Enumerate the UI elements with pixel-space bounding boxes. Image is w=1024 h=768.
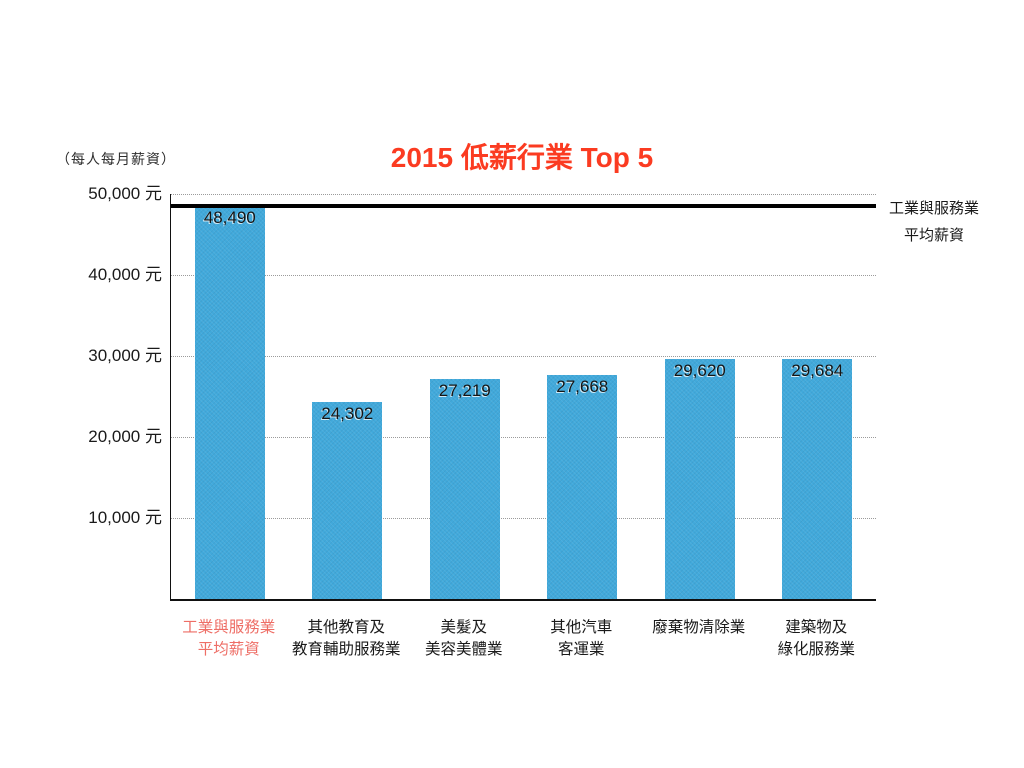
x-tick-label-line: 廢棄物清除業	[652, 619, 746, 636]
y-tick-label-30000: 30,000 元	[88, 346, 162, 365]
bar-value-label-1: 48,490	[203, 208, 256, 228]
bar-3: 27,219	[429, 378, 500, 599]
x-tick-label-5: 廢棄物清除業	[609, 617, 789, 639]
x-tick-label-line: 教育輔助服務業	[291, 641, 401, 658]
bar-5: 29,620	[664, 359, 735, 599]
x-tick-label-line: 其他汽車	[550, 619, 613, 636]
x-tick-label-line: 美容美體業	[424, 641, 503, 658]
bar-2: 24,302	[312, 402, 383, 599]
gridline-50000	[171, 194, 876, 195]
bar-4: 27,668	[547, 374, 618, 599]
x-tick-label-line: 客運業	[557, 641, 605, 658]
y-axis-unit-note: （每人每月薪資）	[56, 151, 176, 167]
gridline-10000	[171, 518, 876, 519]
x-tick-label-6: 建築物及 綠化服務業	[726, 617, 906, 661]
bar-value-label-6: 29,684	[791, 360, 844, 380]
reference-line-label: 工業與服務業 平均薪資	[880, 195, 988, 249]
reference-line-label-line1: 工業與服務業	[888, 200, 979, 217]
bar-6: 29,684	[782, 358, 853, 599]
chart-title: 2015 低薪行業 Top 5	[390, 142, 654, 173]
y-tick-label-50000: 50,000 元	[88, 184, 162, 203]
y-tick-label-40000: 40,000 元	[88, 265, 162, 284]
x-tick-label-3: 美髮及 美容美體業	[374, 617, 554, 661]
gridline-20000	[171, 437, 876, 438]
bar-value-label-3: 27,219	[438, 380, 491, 400]
x-tick-label-2: 其他教育及教育輔助服務業	[256, 617, 436, 661]
bar-1: 48,490	[194, 206, 265, 599]
plot-area: 48,490 24,302 27,219 27,668 29,620 29,684	[170, 194, 876, 601]
y-tick-label-20000: 20,000 元	[88, 427, 162, 446]
x-tick-label-4: 其他汽車 客運業	[491, 617, 671, 661]
x-tick-label-line: 美髮及	[440, 619, 487, 636]
bar-value-label-5: 29,620	[673, 361, 726, 381]
x-tick-label-line: 其他教育及	[307, 619, 385, 636]
gridline-40000	[171, 275, 876, 276]
x-tick-label-line: 綠化服務業	[777, 641, 855, 658]
gridline-30000	[171, 356, 876, 357]
average-salary-reference-line	[171, 204, 876, 209]
x-tick-label-1: 工業與服務業 平均薪資	[139, 617, 319, 661]
x-tick-label-line: 平均薪資	[197, 641, 260, 658]
y-tick-label-10000: 10,000 元	[88, 508, 162, 527]
x-tick-label-line: 工業與服務業	[182, 619, 276, 636]
bar-value-label-2: 24,302	[321, 404, 374, 424]
bar-value-label-4: 27,668	[556, 376, 609, 396]
reference-line-label-line2: 平均薪資	[903, 227, 964, 244]
x-tick-label-line: 建築物及	[785, 619, 848, 636]
